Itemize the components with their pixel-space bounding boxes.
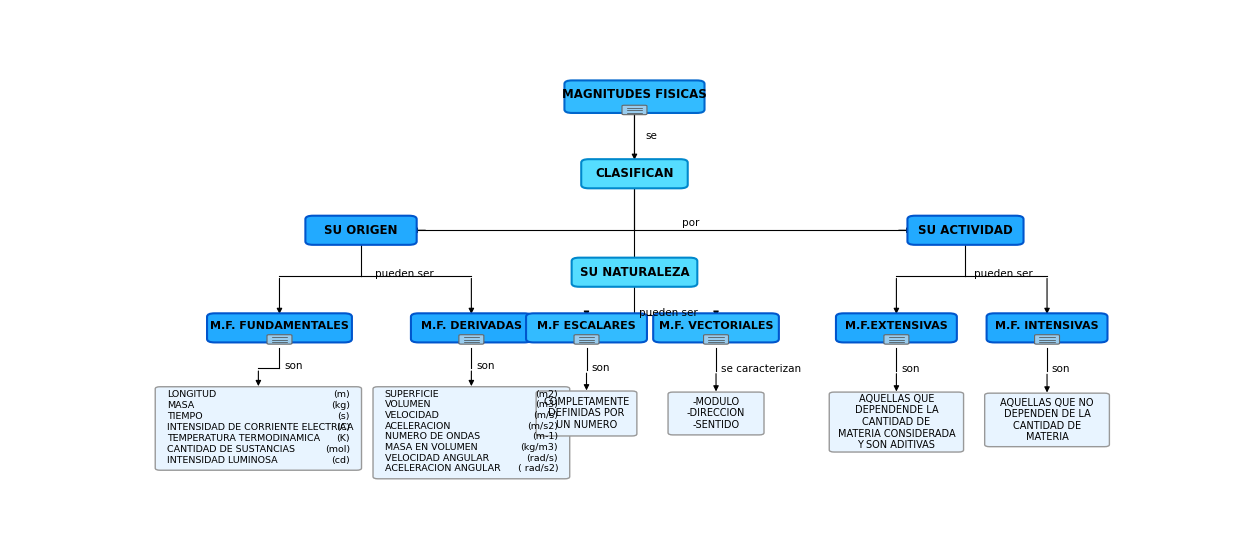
- Text: (s): (s): [338, 411, 350, 420]
- Text: SU NATURALEZA: SU NATURALEZA: [579, 266, 690, 279]
- Text: (cd): (cd): [332, 455, 350, 464]
- Text: pueden ser: pueden ser: [639, 309, 697, 319]
- FancyBboxPatch shape: [581, 159, 688, 188]
- Text: ( rad/s2): ( rad/s2): [517, 464, 558, 473]
- Text: VELOCIDAD: VELOCIDAD: [385, 411, 439, 420]
- FancyBboxPatch shape: [536, 391, 636, 436]
- FancyBboxPatch shape: [669, 392, 764, 435]
- Text: -MODULO
-DIRECCION
-SENTIDO: -MODULO -DIRECCION -SENTIDO: [687, 397, 745, 430]
- Text: (rad/s): (rad/s): [526, 454, 558, 463]
- FancyBboxPatch shape: [207, 314, 352, 342]
- FancyBboxPatch shape: [836, 314, 957, 342]
- Text: (m/s): (m/s): [534, 411, 558, 420]
- FancyBboxPatch shape: [654, 314, 779, 342]
- Text: LONGITUD: LONGITUD: [167, 390, 215, 399]
- FancyBboxPatch shape: [572, 257, 697, 287]
- FancyBboxPatch shape: [884, 335, 909, 344]
- FancyBboxPatch shape: [155, 387, 361, 470]
- Text: MASA EN VOLUMEN: MASA EN VOLUMEN: [385, 443, 477, 452]
- Text: CLASIFICAN: CLASIFICAN: [595, 167, 673, 180]
- Text: son: son: [285, 361, 303, 371]
- Text: M.F. VECTORIALES: M.F. VECTORIALES: [659, 321, 774, 331]
- Text: son: son: [477, 361, 495, 371]
- Text: (A): (A): [335, 423, 350, 431]
- Text: SUPERFICIE: SUPERFICIE: [385, 390, 439, 399]
- Text: TIEMPO: TIEMPO: [167, 411, 202, 420]
- Text: por: por: [682, 217, 699, 227]
- FancyBboxPatch shape: [526, 314, 647, 342]
- Text: (m2): (m2): [536, 390, 558, 399]
- Text: se: se: [646, 131, 657, 141]
- Text: (kg): (kg): [331, 400, 350, 410]
- Text: M.F.EXTENSIVAS: M.F.EXTENSIVAS: [846, 321, 948, 331]
- Text: INTENSIDAD LUMINOSA: INTENSIDAD LUMINOSA: [167, 455, 277, 464]
- FancyBboxPatch shape: [267, 335, 292, 344]
- Text: M.F. FUNDAMENTALES: M.F. FUNDAMENTALES: [210, 321, 349, 331]
- FancyBboxPatch shape: [621, 105, 647, 115]
- FancyBboxPatch shape: [987, 314, 1108, 342]
- Text: COMPLETAMENTE
DEFINIDAS POR
UN NUMERO: COMPLETAMENTE DEFINIDAS POR UN NUMERO: [543, 397, 630, 430]
- Text: AQUELLAS QUE NO
DEPENDEN DE LA
CANTIDAD DE
MATERIA: AQUELLAS QUE NO DEPENDEN DE LA CANTIDAD …: [1000, 398, 1094, 443]
- Text: son: son: [592, 363, 610, 373]
- Text: MAGNITUDES FISICAS: MAGNITUDES FISICAS: [562, 88, 707, 102]
- Text: NUMERO DE ONDAS: NUMERO DE ONDAS: [385, 432, 479, 441]
- FancyBboxPatch shape: [829, 392, 963, 452]
- Text: se caracterizan: se caracterizan: [721, 364, 801, 374]
- FancyBboxPatch shape: [306, 216, 417, 245]
- Text: pueden ser: pueden ser: [974, 269, 1034, 279]
- FancyBboxPatch shape: [703, 335, 728, 344]
- Text: (kg/m3): (kg/m3): [520, 443, 558, 452]
- Text: (m-1): (m-1): [532, 432, 558, 441]
- Text: ACELERACION ANGULAR: ACELERACION ANGULAR: [385, 464, 500, 473]
- Text: MASA: MASA: [167, 400, 194, 410]
- Text: son: son: [1052, 364, 1071, 374]
- Text: pueden ser: pueden ser: [375, 269, 433, 279]
- Text: VELOCIDAD ANGULAR: VELOCIDAD ANGULAR: [385, 454, 489, 463]
- Text: (mol): (mol): [324, 444, 350, 454]
- Text: (m3): (m3): [535, 400, 558, 409]
- Text: TEMPERATURA TERMODINAMICA: TEMPERATURA TERMODINAMICA: [167, 434, 319, 443]
- Text: VOLUMEN: VOLUMEN: [385, 400, 431, 409]
- FancyBboxPatch shape: [574, 335, 599, 344]
- FancyBboxPatch shape: [373, 387, 569, 479]
- Text: M.F. DERIVADAS: M.F. DERIVADAS: [421, 321, 522, 331]
- Text: SU ACTIVIDAD: SU ACTIVIDAD: [919, 224, 1013, 237]
- Text: ACELERACION: ACELERACION: [385, 421, 451, 430]
- Text: CANTIDAD DE SUSTANCIAS: CANTIDAD DE SUSTANCIAS: [167, 444, 295, 454]
- Text: SU ORIGEN: SU ORIGEN: [324, 224, 397, 237]
- FancyBboxPatch shape: [565, 81, 704, 113]
- Text: son: son: [901, 364, 920, 374]
- Text: (K): (K): [337, 434, 350, 443]
- FancyBboxPatch shape: [459, 335, 484, 344]
- Text: INTENSIDAD DE CORRIENTE ELECTRICA: INTENSIDAD DE CORRIENTE ELECTRICA: [167, 423, 353, 431]
- Text: (m/s2): (m/s2): [527, 421, 558, 430]
- FancyBboxPatch shape: [984, 393, 1109, 446]
- FancyBboxPatch shape: [411, 314, 532, 342]
- FancyBboxPatch shape: [907, 216, 1024, 245]
- Text: AQUELLAS QUE
DEPENDENDE LA
CANTIDAD DE
MATERIA CONSIDERADA
Y SON ADITIVAS: AQUELLAS QUE DEPENDENDE LA CANTIDAD DE M…: [838, 394, 956, 450]
- FancyBboxPatch shape: [1035, 335, 1060, 344]
- Text: M.F. INTENSIVAS: M.F. INTENSIVAS: [995, 321, 1099, 331]
- Text: M.F ESCALARES: M.F ESCALARES: [537, 321, 636, 331]
- Text: (m): (m): [333, 390, 350, 399]
